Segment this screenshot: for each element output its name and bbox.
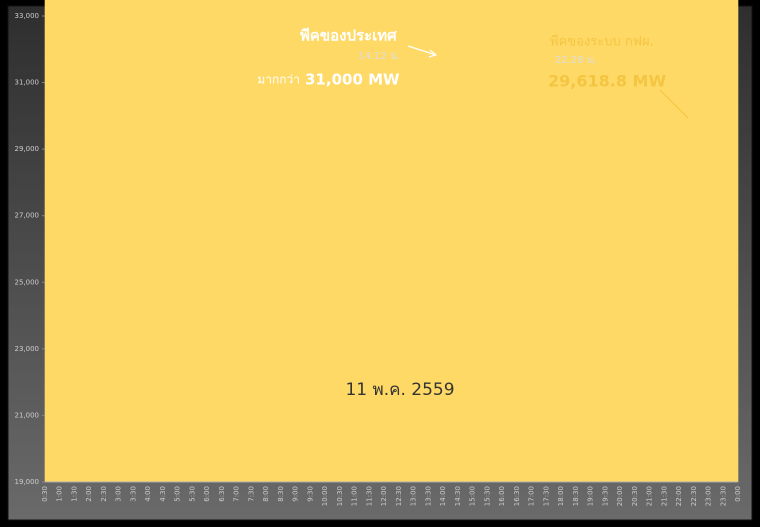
y-tick-label: 21,000 xyxy=(15,411,40,419)
y-tick-label: 29,000 xyxy=(15,145,40,153)
x-tick-label: 23:30 xyxy=(719,486,727,506)
x-tick-label: 0:00 xyxy=(734,486,742,502)
annotation: 29,618.8 MW xyxy=(548,72,666,91)
x-tick-label: 12:00 xyxy=(380,486,388,506)
y-tick-label: 27,000 xyxy=(15,212,40,220)
x-tick-label: 17:00 xyxy=(528,486,536,506)
y-tick-label: 25,000 xyxy=(15,278,40,286)
x-tick-label: 22:30 xyxy=(690,486,698,506)
annotation: พีคของระบบ กฟผ. xyxy=(550,34,654,50)
x-tick-label: 3:30 xyxy=(129,486,137,502)
y-tick-label: 31,000 xyxy=(15,79,40,87)
annotation: 14.12 น. xyxy=(358,51,400,62)
x-tick-label: 15:30 xyxy=(483,486,491,506)
annotation: พีคของประเทศ xyxy=(300,27,397,45)
x-tick-label: 17:30 xyxy=(542,486,550,506)
annotation: 31,000 MW xyxy=(305,71,400,89)
x-tick-label: 14:30 xyxy=(454,486,462,506)
x-tick-label: 21:00 xyxy=(646,486,654,506)
x-tick-label: 22:00 xyxy=(675,486,683,506)
x-tick-label: 5:00 xyxy=(174,486,182,502)
x-tick-label: 0:30 xyxy=(41,486,49,502)
x-tick-label: 21:30 xyxy=(660,486,668,506)
annotation-arrow xyxy=(659,89,689,119)
annotation: มากกว่า xyxy=(257,73,300,87)
x-tick-label: 18:00 xyxy=(557,486,565,506)
x-tick-label: 13:30 xyxy=(424,486,432,506)
x-tick-label: 8:00 xyxy=(262,486,270,502)
x-tick-label: 4:00 xyxy=(144,486,152,502)
x-tick-label: 19:30 xyxy=(601,486,609,506)
x-tick-label: 16:30 xyxy=(513,486,521,506)
x-tick-label: 7:30 xyxy=(247,486,255,502)
y-tick-label: 23,000 xyxy=(15,345,40,353)
x-tick-label: 6:30 xyxy=(218,486,226,502)
chart-date: 11 พ.ค. 2559 xyxy=(345,380,454,400)
x-tick-label: 10:00 xyxy=(321,486,329,506)
annotation: 22.28 น. xyxy=(555,55,597,66)
x-tick-label: 6:00 xyxy=(203,486,211,502)
x-tick-label: 9:30 xyxy=(306,486,314,502)
x-tick-label: 14:00 xyxy=(439,486,447,506)
y-tick-label: 33,000 xyxy=(15,12,40,20)
annotation-arrow xyxy=(407,45,438,58)
x-tick-label: 2:30 xyxy=(100,486,108,502)
x-tick-label: 18:30 xyxy=(572,486,580,506)
x-tick-label: 1:30 xyxy=(70,486,78,502)
x-tick-label: 1:00 xyxy=(56,486,64,502)
x-tick-label: 15:00 xyxy=(469,486,477,506)
x-tick-label: 20:00 xyxy=(616,486,624,506)
x-tick-label: 20:30 xyxy=(631,486,639,506)
y-tick-label: 19,000 xyxy=(15,478,40,486)
x-tick-label: 12:30 xyxy=(395,486,403,506)
x-tick-label: 19:00 xyxy=(587,486,595,506)
x-tick-label: 2:00 xyxy=(85,486,93,502)
x-tick-label: 11:30 xyxy=(365,486,373,506)
x-tick-label: 3:00 xyxy=(115,486,123,502)
x-tick-label: 9:00 xyxy=(292,486,300,502)
x-tick-label: 4:30 xyxy=(159,486,167,502)
x-tick-label: 23:00 xyxy=(705,486,713,506)
x-tick-label: 5:30 xyxy=(188,486,196,502)
x-tick-label: 11:00 xyxy=(351,486,359,506)
x-tick-label: 10:30 xyxy=(336,486,344,506)
x-tick-label: 8:30 xyxy=(277,486,285,502)
x-tick-label: 16:00 xyxy=(498,486,506,506)
x-tick-label: 7:00 xyxy=(233,486,241,502)
x-tick-label: 13:00 xyxy=(410,486,418,506)
